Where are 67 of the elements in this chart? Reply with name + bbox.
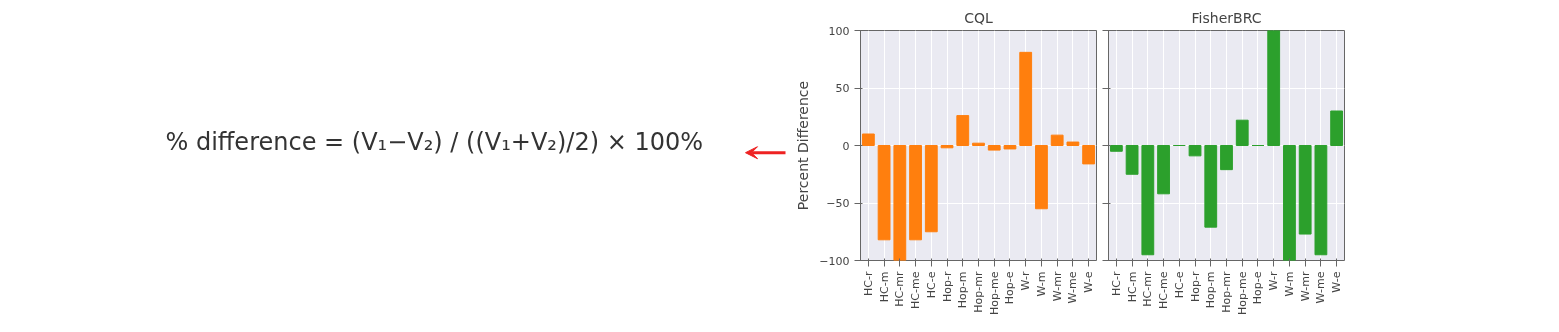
bar bbox=[1330, 110, 1344, 146]
bar bbox=[924, 145, 938, 233]
x-tick-label: HC-me bbox=[909, 271, 923, 309]
x-tick-label: Hop-mr bbox=[1220, 271, 1233, 313]
x-tick-label: Hop-e bbox=[1251, 271, 1265, 305]
bar bbox=[1082, 145, 1096, 165]
bar bbox=[893, 145, 907, 261]
x-tick-label: W-mr bbox=[1298, 271, 1312, 302]
x-tick-label: Hop-e bbox=[1003, 271, 1017, 305]
chart-title: CQL bbox=[964, 9, 993, 26]
x-tick-label: W-r bbox=[1019, 271, 1033, 291]
y-tick-label: −100 bbox=[819, 254, 850, 268]
x-tick-label: Hop-r bbox=[940, 271, 954, 302]
bar bbox=[1050, 134, 1064, 146]
bar bbox=[1141, 145, 1155, 256]
bar bbox=[1283, 145, 1296, 261]
bar bbox=[861, 133, 875, 146]
x-tick-label: W-me bbox=[1314, 271, 1328, 304]
x-tick-label: HC-m bbox=[1125, 271, 1139, 303]
x-tick-label: HC-mr bbox=[893, 271, 907, 307]
bar bbox=[1188, 145, 1202, 157]
bar bbox=[972, 142, 985, 146]
bar bbox=[1314, 145, 1328, 256]
x-tick-label: HC-mr bbox=[1141, 271, 1155, 307]
x-tick-label: Hop-me bbox=[987, 271, 1001, 315]
x-tick-label: Hop-m bbox=[1204, 271, 1218, 309]
bar bbox=[1220, 145, 1233, 171]
y-axis-title: Percent Difference bbox=[795, 80, 812, 211]
x-tick-label: Hop-me bbox=[1235, 271, 1249, 315]
bar bbox=[1298, 145, 1312, 235]
y-tick-label: 100 bbox=[828, 24, 850, 38]
x-tick-label: HC-e bbox=[1172, 271, 1186, 299]
bar bbox=[877, 145, 891, 241]
x-tick-label: W-m bbox=[1282, 271, 1296, 297]
bar bbox=[1109, 145, 1123, 152]
x-tick-label: Hop-m bbox=[956, 271, 970, 309]
x-tick-label: HC-r bbox=[1109, 271, 1123, 296]
x-tick-label: Hop-mr bbox=[972, 271, 985, 313]
x-tick-label: W-m bbox=[1034, 271, 1048, 297]
y-tick-label: 0 bbox=[842, 139, 850, 153]
bar bbox=[987, 145, 1001, 151]
bar bbox=[1125, 145, 1139, 175]
y-tick-label: 50 bbox=[835, 82, 850, 95]
x-tick-label: HC-r bbox=[861, 271, 875, 296]
bar bbox=[956, 115, 970, 146]
chart-title: FisherBRC bbox=[1191, 9, 1262, 26]
x-tick-label: W-e bbox=[1330, 271, 1344, 293]
bar bbox=[1204, 145, 1218, 228]
bar bbox=[1066, 141, 1080, 146]
y-tick-label: −50 bbox=[826, 197, 850, 210]
text: % difference = (V₁−V₂) / ((V₁+V₂)/2) × 100% bbox=[165, 127, 704, 156]
bar bbox=[1157, 145, 1170, 195]
bar bbox=[1235, 119, 1249, 146]
bar bbox=[909, 145, 922, 241]
bar bbox=[1267, 30, 1281, 146]
x-tick-label: W-e bbox=[1082, 271, 1096, 293]
x-tick-label: HC-e bbox=[924, 271, 938, 299]
x-tick-label: Hop-r bbox=[1188, 271, 1202, 302]
x-tick-label: HC-m bbox=[877, 271, 891, 303]
x-tick-label: HC-me bbox=[1157, 271, 1171, 309]
x-tick-label: W-me bbox=[1066, 271, 1080, 304]
bar bbox=[1019, 51, 1033, 146]
bar bbox=[1003, 145, 1017, 150]
x-tick-label: W-r bbox=[1267, 271, 1281, 291]
bar bbox=[1035, 145, 1048, 210]
bar bbox=[940, 145, 954, 149]
x-tick-label: W-mr bbox=[1050, 271, 1064, 302]
